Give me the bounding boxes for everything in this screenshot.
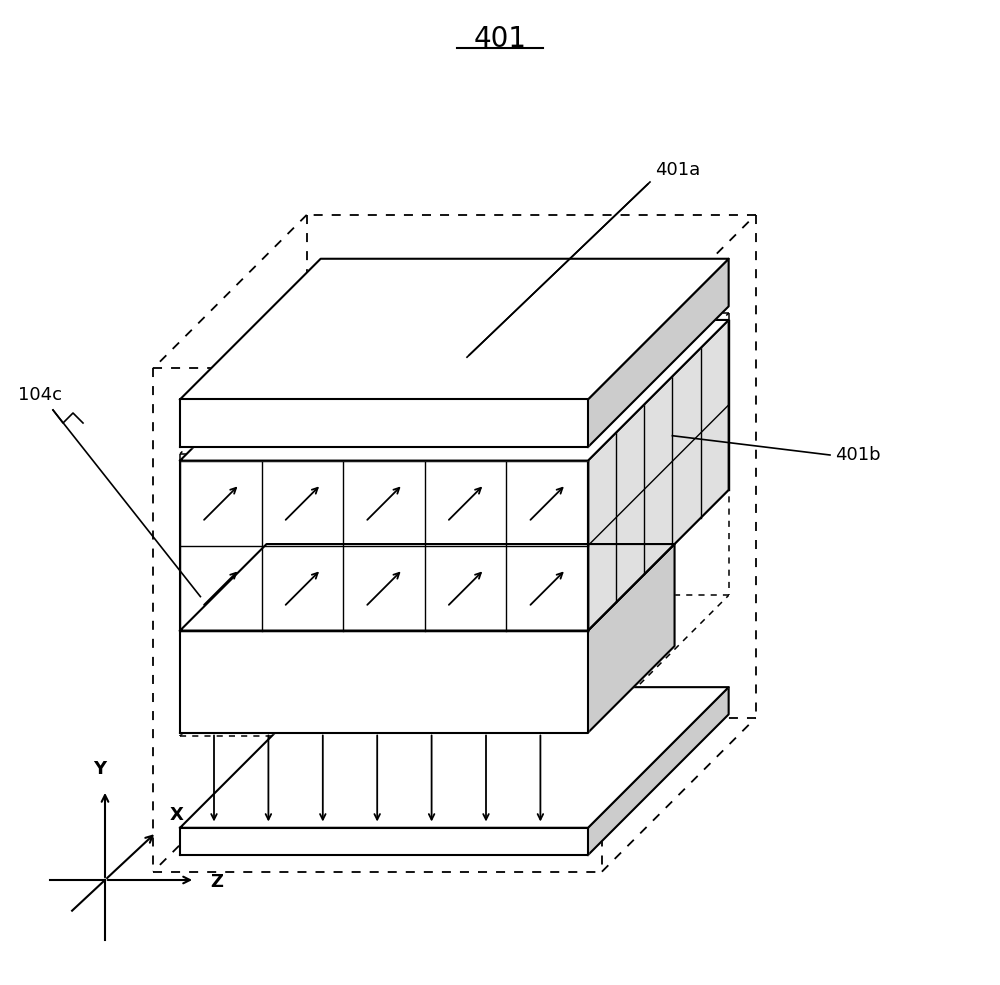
Text: 401a: 401a — [655, 161, 700, 179]
Polygon shape — [588, 688, 729, 855]
Polygon shape — [180, 544, 675, 630]
Text: 401: 401 — [474, 25, 526, 53]
Text: 104c: 104c — [18, 386, 62, 404]
Text: 401b: 401b — [835, 446, 881, 464]
Polygon shape — [180, 461, 588, 630]
Text: Y: Y — [93, 760, 107, 778]
Polygon shape — [180, 320, 729, 461]
Polygon shape — [180, 259, 729, 399]
Polygon shape — [588, 544, 675, 733]
Polygon shape — [180, 827, 588, 855]
Text: X: X — [170, 806, 184, 824]
Text: Z: Z — [210, 873, 223, 891]
Polygon shape — [180, 630, 588, 733]
Polygon shape — [180, 399, 588, 447]
Polygon shape — [588, 320, 729, 630]
Polygon shape — [180, 688, 729, 827]
Polygon shape — [588, 259, 729, 447]
